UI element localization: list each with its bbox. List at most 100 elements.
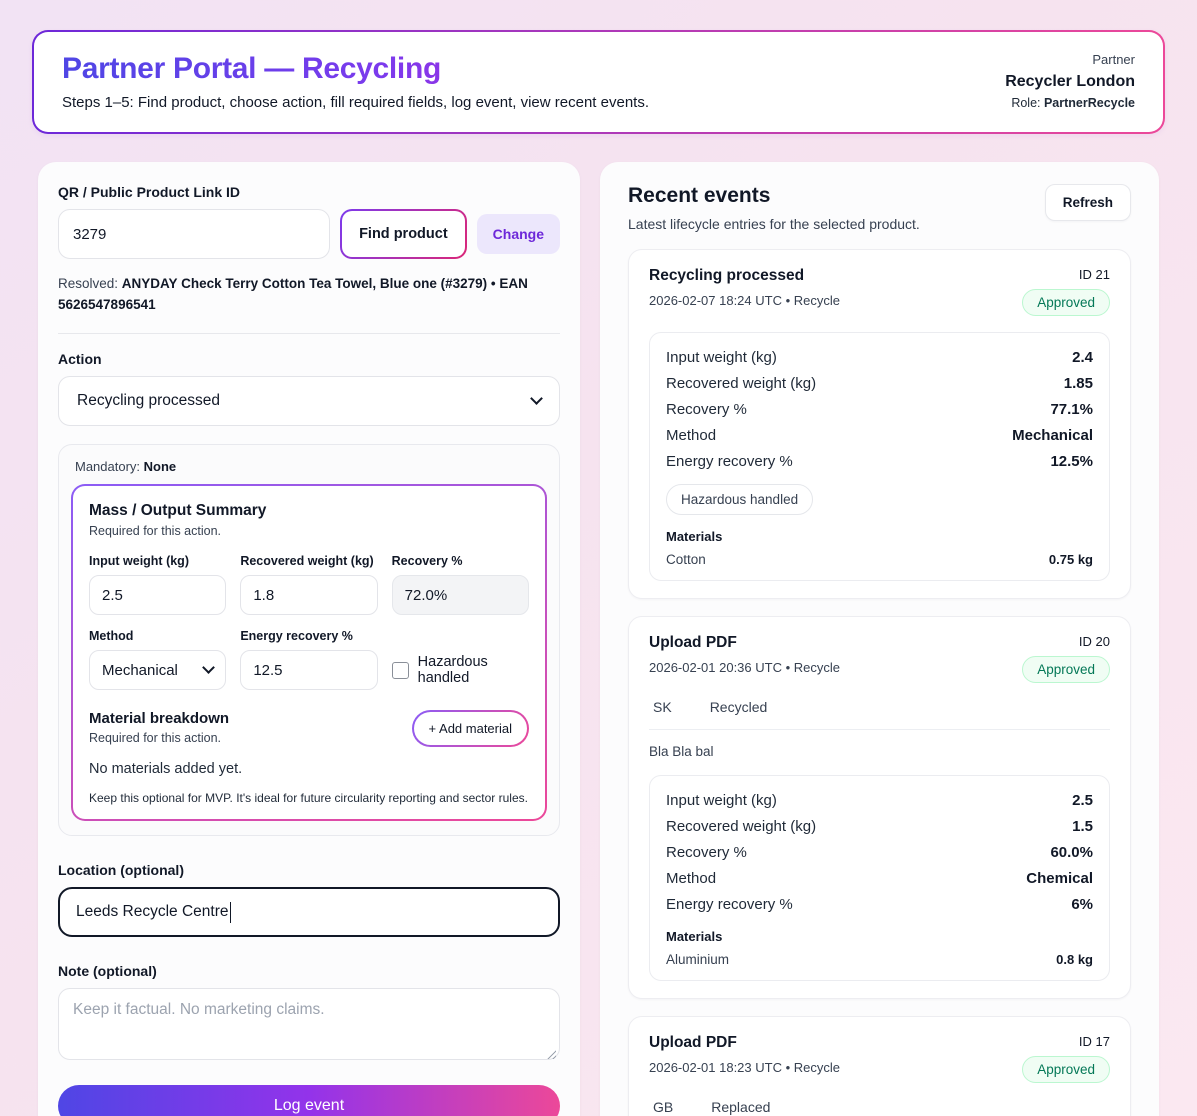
- material-name: Cotton: [666, 552, 706, 568]
- add-material-button[interactable]: + Add material: [412, 710, 529, 747]
- event-tokens: GB Replaced: [649, 1099, 1110, 1115]
- change-button[interactable]: Change: [476, 214, 560, 255]
- hazardous-checkbox-label: Hazardous handled: [417, 654, 488, 687]
- data-row-label: Method: [666, 426, 717, 444]
- data-row: Energy recovery % 6%: [666, 891, 1093, 917]
- page-subtitle: Steps 1–5: Find product, choose action, …: [62, 93, 649, 111]
- method-field-group: Method Mechanical: [89, 629, 227, 691]
- mandatory-fields-box: Mandatory: None Mass / Output Summary Re…: [58, 444, 560, 837]
- no-materials-text: No materials added yet.: [89, 761, 243, 778]
- data-row-value: 1.5: [1072, 817, 1093, 835]
- partner-info: Partner Recycler London Role: PartnerRec…: [1005, 50, 1135, 112]
- text-caret-icon: [229, 901, 231, 923]
- event-card: Upload PDF 2026-02-01 18:23 UTC • Recycl…: [628, 1016, 1131, 1116]
- resize-handle-icon[interactable]: [545, 1048, 556, 1060]
- material-breakdown-subtitle: Required for this action.: [89, 731, 222, 746]
- divider: [649, 729, 1110, 731]
- events-title: Recent events: [628, 184, 771, 208]
- data-row-label: Method: [666, 869, 717, 887]
- recovered-weight-field-group: Recovered weight (kg): [240, 554, 378, 616]
- hazardous-checkbox[interactable]: [391, 661, 409, 679]
- data-row: Energy recovery % 12.5%: [666, 448, 1093, 474]
- event-id: ID 17: [1078, 1034, 1110, 1050]
- note-label: Note (optional): [58, 963, 157, 980]
- data-row-value: 2.5: [1072, 791, 1093, 809]
- method-select[interactable]: Mechanical: [89, 650, 227, 691]
- data-row-value: 12.5%: [1050, 452, 1093, 470]
- event-token: Replaced: [711, 1099, 771, 1116]
- data-row-value: Chemical: [1026, 869, 1093, 887]
- recovered-weight-field[interactable]: [240, 575, 378, 616]
- material-amount: 0.75 kg: [1048, 552, 1093, 568]
- events-subtitle: Latest lifecycle entries for the selecte…: [628, 216, 920, 233]
- qr-label: QR / Public Product Link ID: [58, 184, 241, 201]
- data-row-value: Mechanical: [1012, 426, 1093, 444]
- materials-label: Materials: [666, 529, 723, 545]
- status-badge: Approved: [1022, 289, 1110, 317]
- note-textarea[interactable]: [58, 988, 560, 1061]
- event-id: ID 20: [1078, 634, 1110, 650]
- materials-section: Materials Aluminium 0.8 kg: [666, 929, 1093, 967]
- data-row-label: Energy recovery %: [666, 452, 793, 470]
- event-card-header-right: ID 21 Approved: [1022, 267, 1110, 317]
- data-row-label: Energy recovery %: [666, 895, 793, 913]
- mandatory-line: Mandatory: None: [71, 457, 547, 484]
- data-row: Recovered weight (kg) 1.5: [666, 813, 1093, 839]
- action-select-value: Recycling processed: [77, 392, 221, 410]
- event-card: Recycling processed 2026-02-07 18:24 UTC…: [628, 249, 1131, 600]
- input-weight-field[interactable]: [89, 575, 227, 616]
- event-card: Upload PDF 2026-02-01 20:36 UTC • Recycl…: [628, 616, 1131, 1000]
- mandatory-value: None: [143, 459, 177, 475]
- data-row-value: 77.1%: [1050, 400, 1093, 418]
- method-label: Method: [89, 629, 134, 644]
- event-card-header-right: ID 17 Approved: [1022, 1034, 1110, 1084]
- data-row: Input weight (kg) 2.5: [666, 787, 1093, 813]
- hazardous-checkbox-row[interactable]: Hazardous handled: [391, 650, 529, 690]
- event-data-box: Input weight (kg) 2.5 Recovered weight (k…: [649, 775, 1110, 982]
- recovery-percent-label: Recovery %: [391, 554, 463, 569]
- qr-input[interactable]: [58, 209, 331, 260]
- partner-role: Role: PartnerRecycle: [1005, 94, 1135, 113]
- location-input[interactable]: Leeds Recycle Centre: [58, 887, 560, 938]
- data-row: Method Chemical: [666, 865, 1093, 891]
- energy-recovery-field[interactable]: [240, 650, 378, 691]
- action-select[interactable]: Recycling processed: [58, 376, 560, 427]
- status-badge: Approved: [1022, 1056, 1110, 1084]
- event-card-header-right: ID 20 Approved: [1022, 634, 1110, 684]
- data-row-value: 6%: [1071, 895, 1093, 913]
- data-row-label: Input weight (kg): [666, 791, 777, 809]
- event-timestamp: 2026-02-01 18:23 UTC • Recycle: [649, 1060, 840, 1076]
- data-row: Recovery % 77.1%: [666, 396, 1093, 422]
- input-weight-label: Input weight (kg): [89, 554, 189, 569]
- input-weight-field-group: Input weight (kg): [89, 554, 227, 616]
- find-product-button[interactable]: Find product: [340, 209, 467, 259]
- hazardous-field-group: Hazardous handled: [391, 629, 529, 690]
- material-row: Cotton 0.75 kg: [666, 552, 1093, 567]
- data-row-value: 60.0%: [1050, 843, 1093, 861]
- refresh-button[interactable]: Refresh: [1044, 184, 1131, 222]
- data-row-label: Recovered weight (kg): [666, 374, 817, 392]
- materials-label: Materials: [666, 929, 723, 945]
- role-value: PartnerRecycle: [1043, 95, 1135, 110]
- data-row: Input weight (kg) 2.4: [666, 344, 1093, 370]
- log-event-button[interactable]: Log event: [58, 1085, 560, 1116]
- chevron-down-icon: [202, 661, 216, 674]
- event-token: SK: [653, 699, 672, 716]
- mvp-note-text: Keep this optional for MVP. It's ideal f…: [89, 791, 528, 806]
- chevron-down-icon: [530, 392, 543, 405]
- page-title: Partner Portal — Recycling: [62, 52, 649, 86]
- event-data-box: Input weight (kg) 2.4 Recovered weight (k…: [649, 332, 1110, 582]
- mass-summary-title: Mass / Output Summary: [89, 502, 267, 520]
- event-card-header-left: Upload PDF 2026-02-01 20:36 UTC • Recycl…: [649, 634, 840, 675]
- mandatory-label: Mandatory:: [75, 459, 144, 475]
- recovered-weight-label: Recovered weight (kg): [240, 554, 374, 569]
- data-row: Recovery % 60.0%: [666, 839, 1093, 865]
- recovery-percent-field: [391, 575, 529, 616]
- data-row: Recovered weight (kg) 1.85: [666, 370, 1093, 396]
- events-heading: Recent events Latest lifecycle entries f…: [628, 184, 920, 232]
- data-row-value: 1.85: [1063, 374, 1093, 392]
- resolved-product-name: ANYDAY Check Terry Cotton Tea Towel, Blu…: [58, 276, 528, 313]
- location-input-value: Leeds Recycle Centre: [76, 903, 229, 921]
- energy-recovery-field-group: Energy recovery %: [240, 629, 378, 691]
- mass-summary-subtitle: Required for this action.: [89, 524, 222, 539]
